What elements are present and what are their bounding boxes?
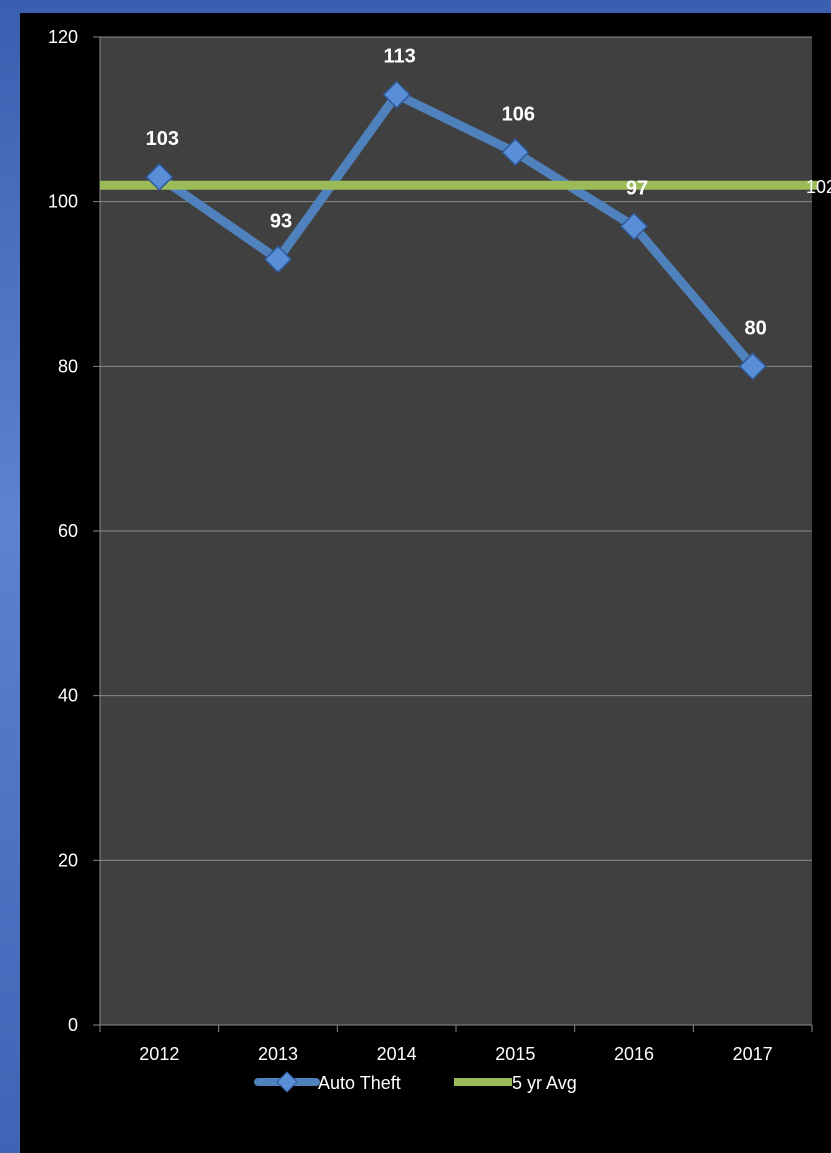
avg-end-label: 102 — [806, 177, 831, 197]
data-point — [263, 245, 293, 274]
x-tick-label: 2014 — [377, 1044, 417, 1064]
data-label: 93 — [270, 210, 292, 232]
data-point — [501, 138, 530, 167]
y-tick-label: 40 — [58, 686, 78, 706]
legend-label-auto-theft: Auto Theft — [318, 1073, 401, 1093]
x-tick-label: 2015 — [495, 1044, 535, 1064]
data-point — [619, 212, 649, 241]
data-label: 97 — [626, 177, 648, 199]
legend-label-5yr-avg: 5 yr Avg — [512, 1073, 577, 1093]
data-point — [738, 352, 767, 381]
y-tick-label: 0 — [68, 1015, 78, 1035]
legend-marker-auto-theft — [276, 1071, 298, 1093]
data-point — [382, 80, 411, 109]
x-tick-label: 2013 — [258, 1044, 298, 1064]
x-tick-label: 2016 — [614, 1044, 654, 1064]
series-line-auto-theft — [154, 90, 758, 371]
y-tick-label: 80 — [58, 356, 78, 376]
data-label: 80 — [745, 317, 767, 339]
data-label: 113 — [384, 46, 416, 68]
x-tick-label: 2012 — [139, 1044, 179, 1064]
y-tick-label: 60 — [58, 521, 78, 541]
y-tick-label: 20 — [58, 850, 78, 870]
data-label: 106 — [502, 103, 535, 125]
x-tick-label: 2017 — [733, 1044, 773, 1064]
y-tick-label: 120 — [48, 27, 78, 47]
data-label: 103 — [146, 128, 179, 150]
y-tick-label: 100 — [48, 192, 78, 212]
data-point — [145, 162, 174, 192]
